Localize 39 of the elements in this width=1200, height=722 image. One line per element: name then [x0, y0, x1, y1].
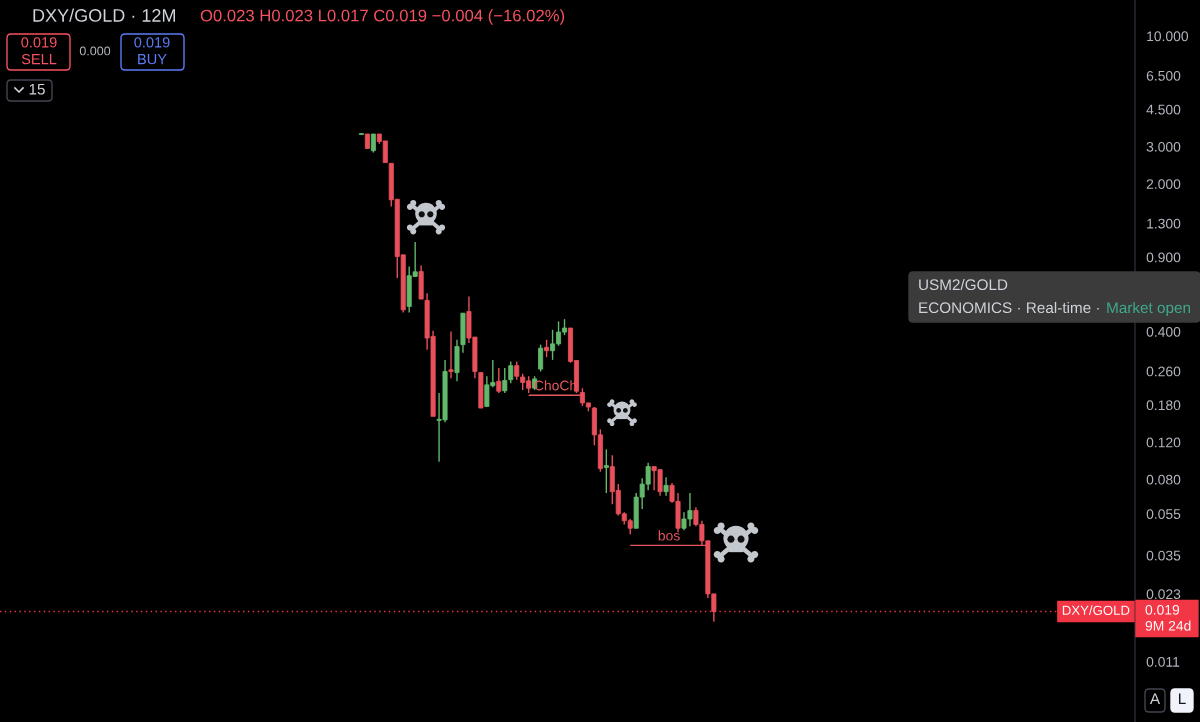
y-tick-label: 0.260	[1146, 366, 1181, 377]
annotation: 0.019 SELL	[21, 37, 57, 65]
ref-line-label: DXY/GOLD	[1062, 605, 1130, 615]
text: L	[1179, 693, 1186, 704]
y-tick-label: 0.023	[1146, 589, 1181, 600]
annotation: Market open	[1107, 301, 1191, 317]
annotation: 0.019 BUY	[134, 37, 170, 65]
candlestick	[370, 133, 376, 154]
ref-line-label: bos	[658, 530, 680, 541]
candlestick	[538, 343, 544, 373]
chart-title: DXY/GOLD · 12M	[33, 8, 175, 22]
y-tick-label: 3.000	[1146, 141, 1181, 152]
y-tick-label: 0.035	[1146, 550, 1181, 561]
y-tick-label: 4.500	[1146, 104, 1181, 115]
candlestick	[508, 360, 514, 384]
y-tick-label: 2.000	[1146, 179, 1181, 189]
candlestick	[496, 367, 502, 394]
text: 9M 24d	[1145, 620, 1191, 631]
y-tick-label: 10.000	[1147, 31, 1189, 42]
annotation: 0.000	[79, 46, 111, 56]
y-tick-label: 0.080	[1146, 474, 1181, 485]
annotation: 15	[29, 83, 45, 95]
y-tick-label: 0.400	[1146, 326, 1181, 337]
candlestick	[502, 367, 508, 394]
y-tick-label: 1.300	[1147, 218, 1181, 229]
y-tick-label: 0.055	[1146, 509, 1181, 519]
candlestick	[603, 448, 609, 494]
annotation: USM2/GOLD	[919, 278, 1008, 291]
candlestick	[663, 476, 669, 497]
candlestick	[448, 330, 454, 379]
text: O0.023 H0.023 L0.017 C0.019 −0.004 (−16.02%)	[200, 9, 565, 25]
text: 0.019	[1145, 604, 1180, 615]
y-tick-label: 0.180	[1146, 400, 1181, 411]
y-tick-label: 0.120	[1146, 437, 1181, 448]
annotation: ECONOMICS · Real-time ·	[919, 301, 1099, 314]
y-tick-label: 0.011	[1146, 656, 1180, 667]
text: A	[1149, 693, 1161, 704]
y-tick-label: 0.900	[1146, 252, 1181, 263]
y-tick-label: 6.500	[1146, 70, 1181, 81]
